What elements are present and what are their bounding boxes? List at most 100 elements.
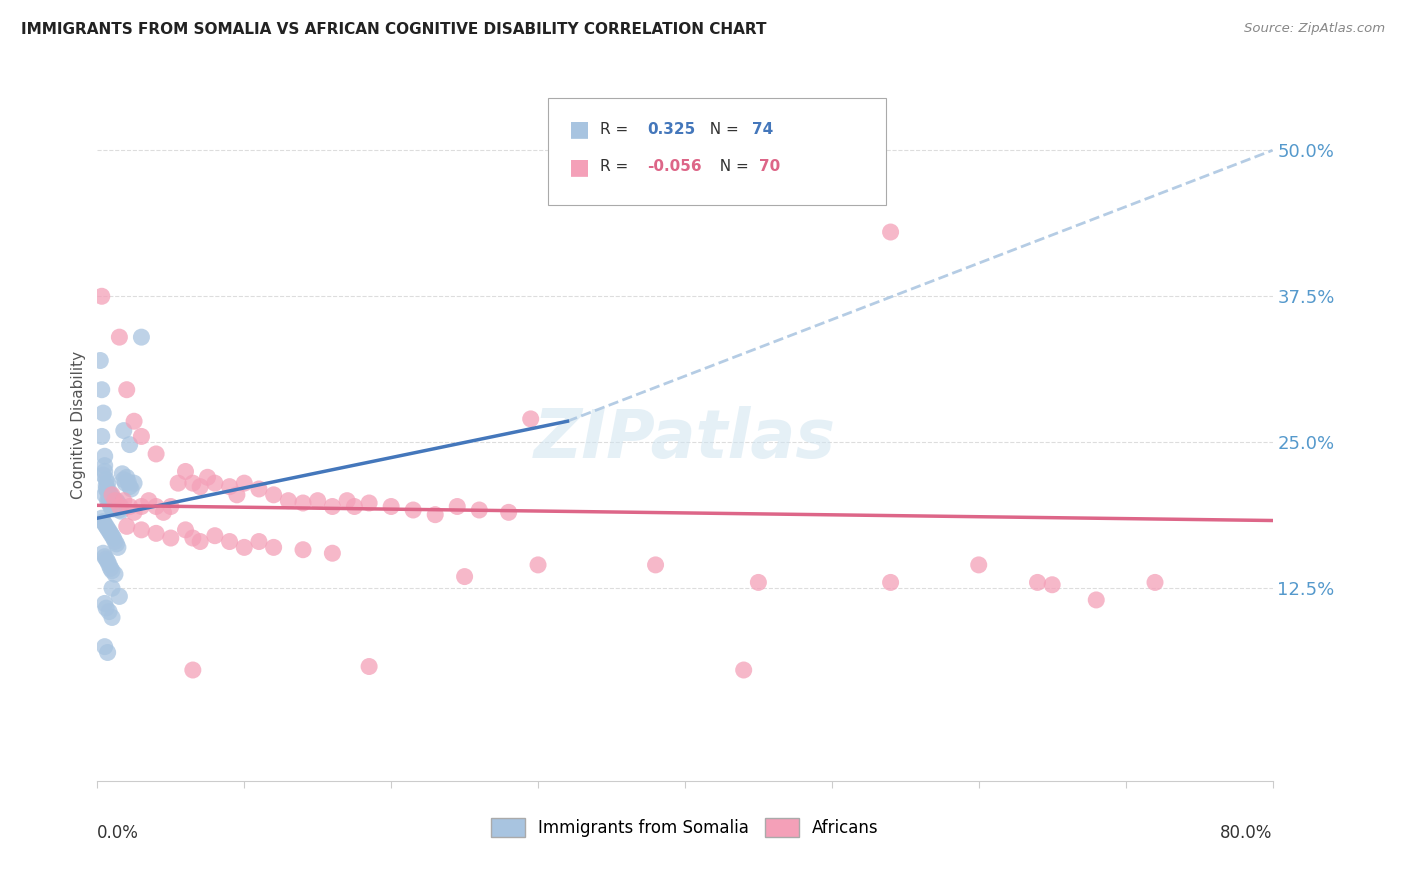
Point [98, 605, 121, 619]
Text: R =: R = [600, 122, 634, 136]
Point [97, 476, 120, 491]
Text: R =: R = [600, 160, 634, 174]
Point [91, 546, 114, 560]
Point [159, 531, 181, 545]
Point [118, 480, 141, 494]
Point [204, 529, 226, 543]
Point [292, 496, 315, 510]
Point [101, 610, 124, 624]
Point [174, 465, 197, 479]
Point [1026, 575, 1049, 590]
Point [93, 488, 115, 502]
Text: ■: ■ [569, 157, 591, 177]
Point [93, 450, 115, 464]
Point [446, 500, 468, 514]
Point [89, 353, 111, 368]
Point [233, 476, 256, 491]
Point [96, 478, 118, 492]
Point [96, 601, 118, 615]
Text: N =: N = [700, 122, 744, 136]
Point [225, 488, 247, 502]
Point [100, 561, 122, 575]
Point [117, 475, 139, 489]
Point [110, 500, 132, 514]
Point [115, 519, 138, 533]
Point [100, 488, 122, 502]
Point [98, 558, 121, 572]
Point [747, 575, 769, 590]
Point [98, 496, 121, 510]
Point [159, 500, 181, 514]
Point [263, 541, 285, 555]
Point [91, 467, 114, 482]
Point [145, 447, 167, 461]
Point [90, 511, 112, 525]
Point [101, 529, 124, 543]
Point [1143, 575, 1166, 590]
Point [91, 406, 114, 420]
Point [101, 564, 124, 578]
Point [498, 505, 520, 519]
Point [131, 330, 153, 344]
Point [321, 546, 343, 560]
Point [90, 429, 112, 443]
Point [110, 504, 132, 518]
Y-axis label: Cognitive Disability: Cognitive Disability [72, 351, 86, 499]
Text: 70: 70 [759, 160, 780, 174]
Point [120, 482, 142, 496]
Point [107, 500, 129, 515]
Point [107, 541, 129, 555]
Point [101, 501, 124, 516]
Point [96, 552, 118, 566]
Point [98, 524, 121, 538]
Point [101, 488, 124, 502]
Point [277, 493, 299, 508]
Point [468, 503, 491, 517]
Point [967, 558, 990, 572]
Point [90, 289, 112, 303]
Point [100, 500, 122, 514]
Point [97, 645, 120, 659]
Point [96, 519, 118, 533]
Point [425, 508, 447, 522]
Point [101, 490, 124, 504]
Point [115, 383, 138, 397]
Point [103, 493, 125, 508]
Point [402, 503, 425, 517]
Text: ■: ■ [569, 120, 591, 139]
Point [111, 467, 134, 481]
Point [97, 554, 120, 568]
Point [181, 531, 204, 545]
Point [122, 505, 145, 519]
Point [181, 663, 204, 677]
Point [103, 500, 125, 514]
Point [1040, 578, 1063, 592]
Point [122, 414, 145, 428]
Point [131, 523, 153, 537]
Point [103, 531, 125, 545]
Point [97, 484, 120, 499]
Point [118, 437, 141, 451]
Point [98, 484, 121, 499]
Point [112, 473, 135, 487]
Point [359, 496, 381, 510]
Point [114, 476, 136, 491]
Point [218, 534, 240, 549]
Text: 80.0%: 80.0% [1220, 823, 1272, 842]
Point [527, 558, 550, 572]
Text: 0.0%: 0.0% [97, 823, 139, 842]
Point [138, 493, 160, 508]
Point [108, 499, 131, 513]
Point [104, 493, 127, 508]
Point [218, 480, 240, 494]
Point [90, 383, 112, 397]
Point [167, 476, 190, 491]
Point [733, 663, 755, 677]
Point [336, 493, 359, 508]
Point [97, 493, 120, 508]
Text: 0.325: 0.325 [647, 122, 695, 136]
Point [263, 488, 285, 502]
Text: ZIPatlas: ZIPatlas [534, 406, 837, 472]
Point [188, 480, 211, 494]
Point [879, 575, 901, 590]
